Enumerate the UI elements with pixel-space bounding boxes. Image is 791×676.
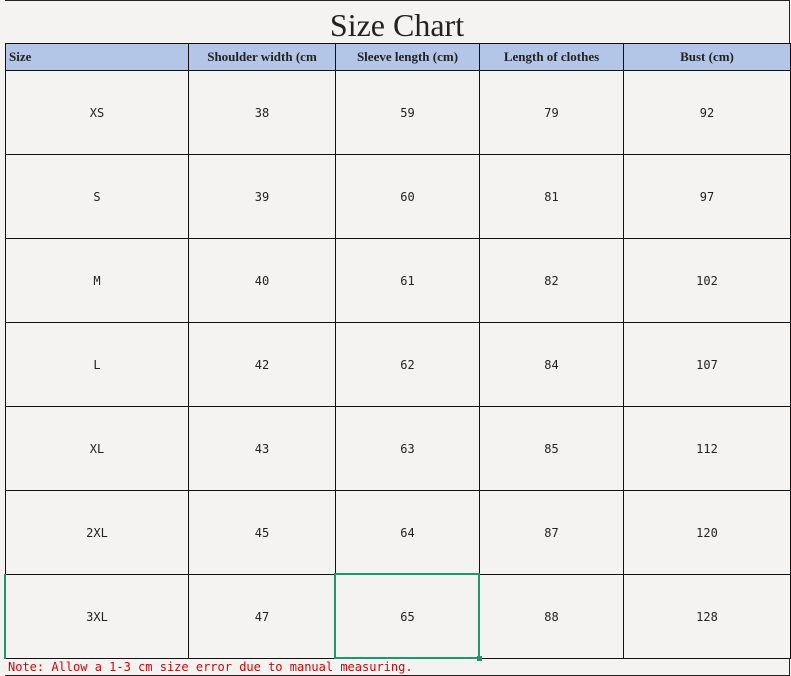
table-cell[interactable]: 40	[188, 238, 336, 323]
table-cell[interactable]: 62	[335, 322, 480, 407]
table-row: M 40 61 82 102	[5, 238, 791, 323]
table-row: L 42 62 84 107	[5, 322, 791, 407]
table-cell[interactable]: 39	[188, 154, 336, 239]
table-cell[interactable]: S	[5, 154, 189, 239]
column-header[interactable]: Bust (cm)	[623, 43, 791, 71]
column-header[interactable]: Shoulder width (cm	[188, 43, 336, 71]
table-cell[interactable]: 97	[623, 154, 791, 239]
table-cell[interactable]: 60	[335, 154, 480, 239]
measurement-note: Note: Allow a 1-3 cm size error due to m…	[5, 658, 790, 676]
column-header[interactable]: Length of clothes	[479, 43, 624, 71]
column-header[interactable]: Size	[5, 43, 189, 71]
table-cell[interactable]: 3XL	[5, 574, 189, 659]
size-table: Size Shoulder width (cm Sleeve length (cm)…	[5, 43, 791, 659]
table-cell[interactable]: 47	[188, 574, 336, 659]
table-cell[interactable]: M	[5, 238, 189, 323]
table-cell[interactable]: 63	[335, 406, 480, 491]
table-cell[interactable]: 120	[623, 490, 791, 575]
table-cell[interactable]: 81	[479, 154, 624, 239]
table-cell[interactable]: 128	[623, 574, 791, 659]
table-cell[interactable]: 107	[623, 322, 791, 407]
selection-border	[4, 574, 6, 659]
table-cell[interactable]: 59	[335, 70, 480, 155]
selected-cell-highlight	[334, 573, 480, 659]
table-cell[interactable]: 102	[623, 238, 791, 323]
table-cell[interactable]: 45	[188, 490, 336, 575]
table-cell[interactable]: 84	[479, 322, 624, 407]
column-header[interactable]: Sleeve length (cm)	[335, 43, 480, 71]
table-cell[interactable]: XL	[5, 406, 189, 491]
table-cell[interactable]: 38	[188, 70, 336, 155]
table-cell[interactable]: 64	[335, 490, 480, 575]
table-cell[interactable]: 82	[479, 238, 624, 323]
table-cell[interactable]: 112	[623, 406, 791, 491]
table-cell[interactable]: 92	[623, 70, 791, 155]
table-cell[interactable]: 85	[479, 406, 624, 491]
table-row: S 39 60 81 97	[5, 154, 791, 239]
table-cell[interactable]: 79	[479, 70, 624, 155]
table-cell[interactable]: 2XL	[5, 490, 189, 575]
table-cell[interactable]: XS	[5, 70, 189, 155]
table-cell[interactable]: 43	[188, 406, 336, 491]
table-cell[interactable]: 42	[188, 322, 336, 407]
header-row: Size Shoulder width (cm Sleeve length (cm)…	[5, 43, 791, 71]
table-cell[interactable]: 87	[479, 490, 624, 575]
table-row: 2XL 45 64 87 120	[5, 490, 791, 575]
table-cell[interactable]: 88	[479, 574, 624, 659]
chart-title: Size Chart	[5, 0, 790, 43]
table-cell[interactable]: L	[5, 322, 189, 407]
fill-handle[interactable]	[477, 656, 482, 661]
table-row: XS 38 59 79 92	[5, 70, 791, 155]
table-row: XL 43 63 85 112	[5, 406, 791, 491]
table-cell[interactable]: 61	[335, 238, 480, 323]
